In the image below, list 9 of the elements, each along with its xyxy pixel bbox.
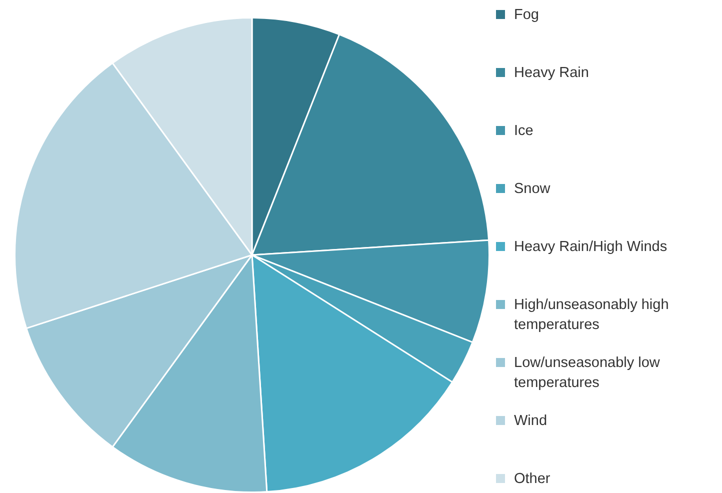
legend-label: Fog bbox=[514, 6, 539, 25]
legend-label: Heavy Rain/High Winds bbox=[514, 238, 668, 257]
legend-label: Snow bbox=[514, 180, 550, 199]
legend-label: Ice bbox=[514, 122, 534, 141]
legend-label: Wind bbox=[514, 412, 548, 431]
legend-label: Low/unseasonably low temperatures bbox=[514, 354, 661, 393]
legend-label: Other bbox=[514, 470, 550, 489]
legend-label: Heavy Rain bbox=[514, 64, 589, 83]
legend-label: High/unseasonably high temperatures bbox=[514, 296, 670, 335]
